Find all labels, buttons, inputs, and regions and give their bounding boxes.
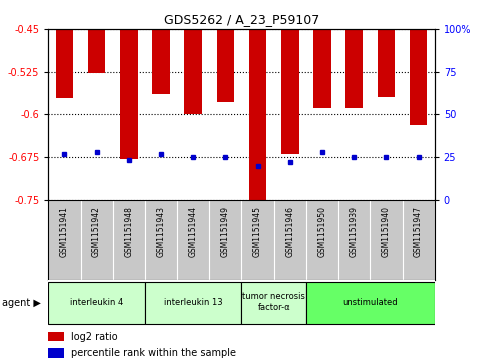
Bar (345, 29, 363, 107)
Text: GSM1151941: GSM1151941 (60, 206, 69, 257)
Text: tumor necrosis
factor-α: tumor necrosis factor-α (242, 293, 305, 312)
Text: GSM1151948: GSM1151948 (124, 206, 133, 257)
Text: GSM1151946: GSM1151946 (285, 206, 294, 257)
Bar (48, 282, 145, 325)
Text: GSM1151939: GSM1151939 (350, 206, 359, 257)
Text: GSM1151947: GSM1151947 (414, 206, 423, 257)
Text: GSM1151950: GSM1151950 (317, 206, 327, 257)
Bar (306, 282, 435, 325)
Bar (152, 29, 170, 94)
Bar (145, 282, 242, 325)
Text: unstimulated: unstimulated (342, 298, 398, 307)
Text: GSM1151943: GSM1151943 (156, 206, 166, 257)
Text: interleukin 4: interleukin 4 (70, 298, 123, 307)
Text: interleukin 13: interleukin 13 (164, 298, 223, 307)
Bar (88, 29, 105, 73)
Bar (48, 348, 64, 358)
Bar (48, 332, 64, 341)
Text: GSM1151945: GSM1151945 (253, 206, 262, 257)
Bar (410, 29, 427, 125)
Bar (56, 29, 73, 98)
Bar (313, 29, 331, 107)
Text: GSM1151944: GSM1151944 (189, 206, 198, 257)
Bar (378, 29, 395, 97)
Title: GDS5262 / A_23_P59107: GDS5262 / A_23_P59107 (164, 13, 319, 26)
Text: log2 ratio: log2 ratio (71, 331, 118, 342)
Bar (120, 29, 138, 159)
Bar (216, 29, 234, 102)
Text: agent ▶: agent ▶ (2, 298, 41, 308)
Text: GSM1151942: GSM1151942 (92, 206, 101, 257)
Text: GSM1151949: GSM1151949 (221, 206, 230, 257)
Text: percentile rank within the sample: percentile rank within the sample (71, 348, 237, 358)
Bar (249, 29, 267, 202)
Text: GSM1151940: GSM1151940 (382, 206, 391, 257)
Bar (281, 29, 298, 154)
Bar (242, 282, 306, 325)
Bar (185, 29, 202, 114)
